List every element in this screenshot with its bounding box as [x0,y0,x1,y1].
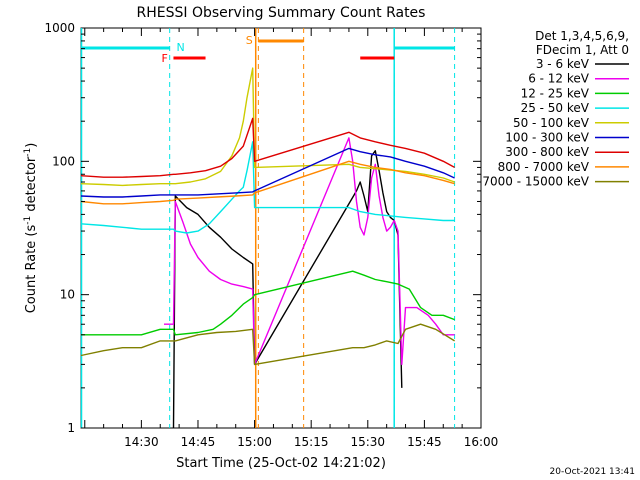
footer-date-stamp: 20-Oct-2021 13:41 [550,467,635,477]
x-axis-label: Start Time (25-Oct-02 14:21:02) [176,456,386,471]
y-tick-label: 1000 [44,21,75,35]
legend-label-2: 6 - 12 keV [528,72,590,86]
chart-title: RHESSI Observing Summary Count Rates [137,5,426,21]
y-tick-label: 10 [60,288,75,302]
saa-label: S [246,34,253,47]
x-axis: 14:30 14:45 15:00 15:15 15:30 15:45 16:00 [84,28,499,449]
x-tick-label: 14:45 [181,435,216,449]
series-line-5 [80,67,455,187]
y-axis-label-sup2: -1 [23,148,33,157]
y-axis-label-end: ) [24,143,39,148]
x-tick-label: 14:30 [124,435,159,449]
series-line-1 [172,150,403,429]
x-tick-label: 15:00 [237,435,272,449]
x-tick-label: 15:15 [294,435,329,449]
x-tick-label: 15:45 [407,435,442,449]
legend-label-8: 800 - 7000 keV [498,160,590,174]
legend-label-5: 50 - 100 keV [513,116,590,130]
legend-label-4: 25 - 50 keV [521,101,590,115]
series-layer [80,67,455,429]
y-axis-label: Count Rate (s-1 detector-1) [23,143,39,314]
legend-label-3: 12 - 25 keV [521,86,590,100]
y-tick-label: 1 [67,421,75,435]
night-label: N [176,41,184,54]
series-line-2 [164,137,455,366]
legend-header-1: Det 1,3,4,5,6,9, [535,29,629,43]
series-line-7 [80,117,455,178]
legend-label-7: 300 - 800 keV [505,145,589,159]
x-tick-label: 16:00 [464,435,499,449]
y-axis-label-mid: detector [24,156,39,216]
series-line-6 [80,147,455,198]
legend: Det 1,3,4,5,6,9, FDecim 1, Att 0 3 - 6 k… [482,29,629,189]
y-axis: 1 10 100 1000 [44,21,481,435]
series-line-3 [81,270,455,336]
series-line-8 [80,160,455,205]
legend-label-9: 7000 - 15000 keV [482,175,589,189]
legend-label-6: 100 - 300 keV [505,131,589,145]
annotation-layer: NF S [80,28,456,428]
legend-header-2: FDecim 1, Att 0 [536,43,629,57]
flare-label: F [161,52,167,65]
series-line-9 [80,323,455,366]
y-axis-label-sup1: -1 [23,216,33,225]
y-axis-label-main: Count Rate (s [24,225,39,314]
series-line-4 [80,141,455,234]
y-tick-label: 100 [52,154,75,168]
legend-label-1: 3 - 6 keV [536,57,590,71]
plot-frame [80,27,482,429]
x-tick-label: 15:30 [350,435,385,449]
